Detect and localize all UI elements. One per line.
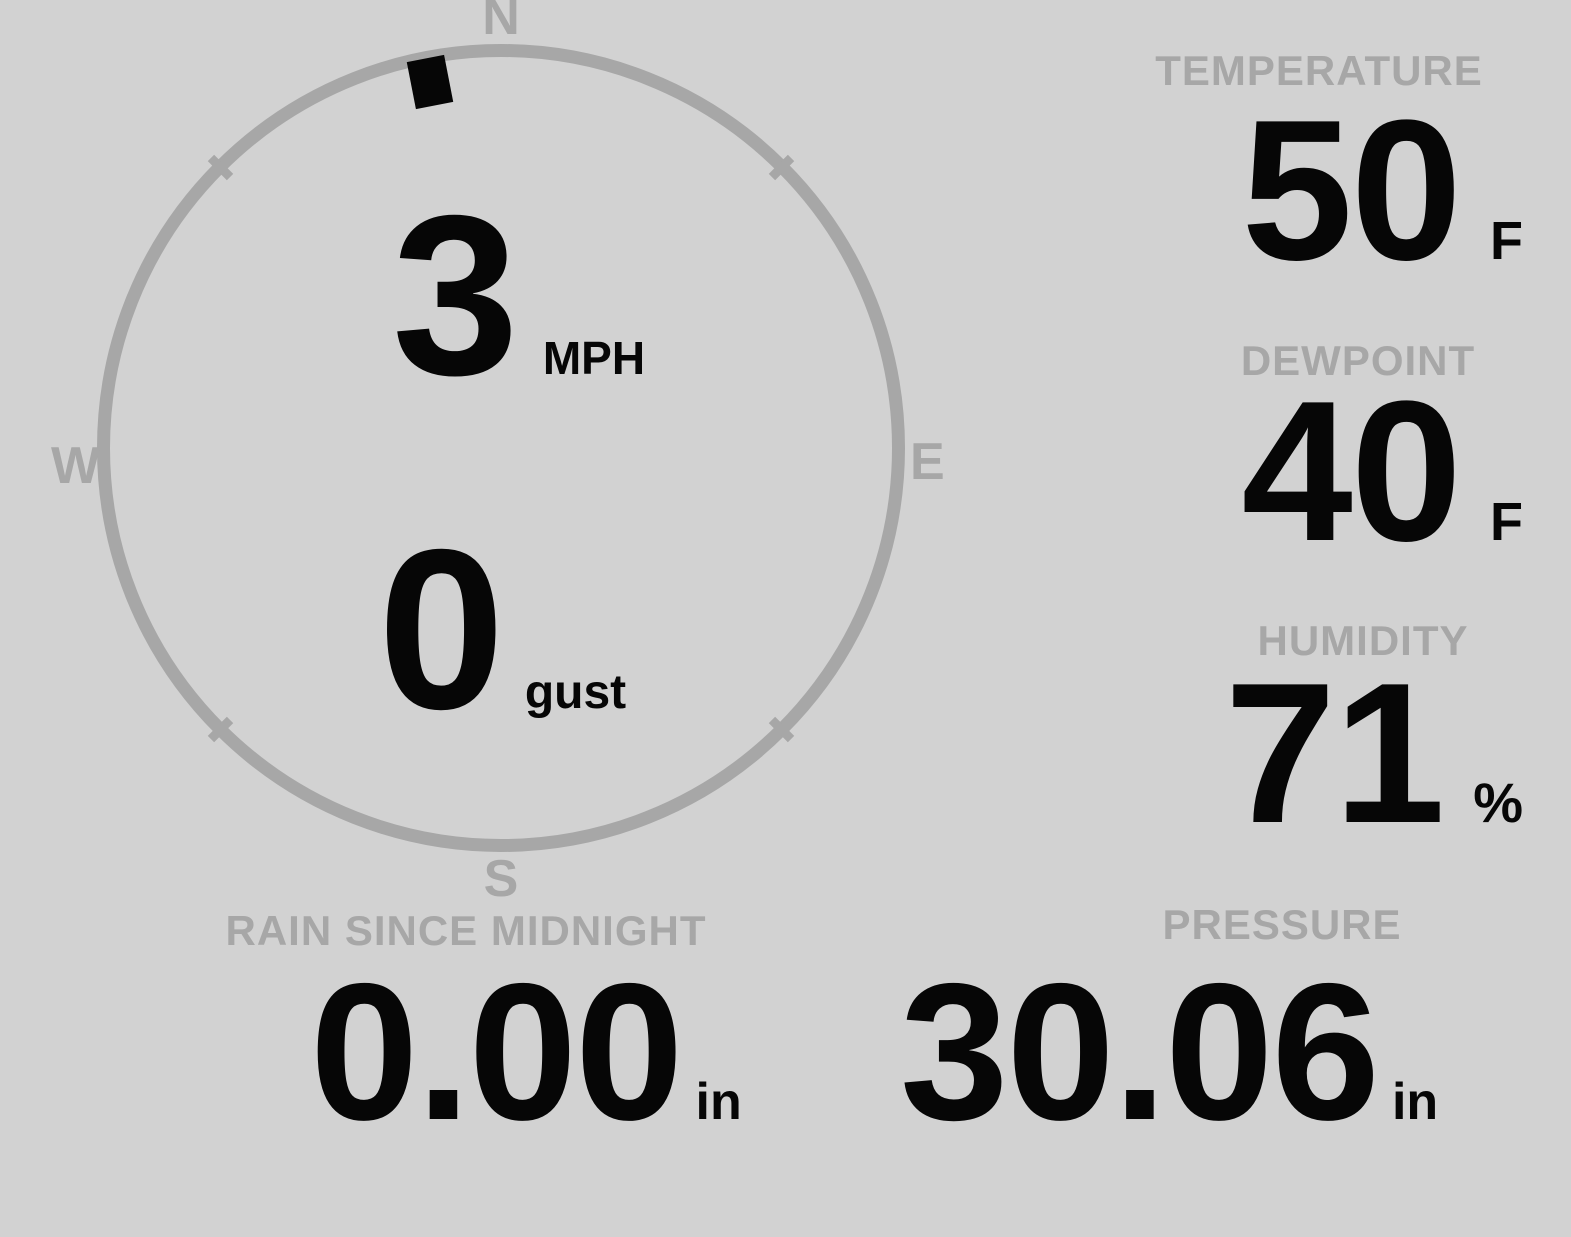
- compass-tick-se-icon: [768, 716, 795, 743]
- temperature-value: 50: [1241, 79, 1462, 302]
- temperature-unit: F: [1490, 211, 1523, 271]
- humidity-value: 71: [1224, 642, 1445, 865]
- compass-label-east: E: [910, 433, 945, 491]
- pressure-unit: in: [1391, 1073, 1439, 1131]
- dewpoint-reading: 40 F: [1242, 372, 1523, 572]
- pressure-label: PRESSURE: [1162, 901, 1402, 948]
- temperature-label: TEMPERATURE: [1155, 47, 1483, 94]
- humidity-label: HUMIDITY: [1257, 617, 1469, 664]
- compass-tick-ne-icon: [768, 154, 795, 181]
- temperature-reading: 50 F: [1242, 91, 1523, 291]
- compass-label-south: S: [483, 850, 519, 908]
- wind-speed: 3 MPH: [392, 182, 645, 410]
- compass-tick-nw-icon: [207, 154, 234, 181]
- humidity-unit: %: [1473, 771, 1523, 834]
- dewpoint-label: DEWPOINT: [1240, 337, 1476, 384]
- compass-tick-sw-icon: [207, 716, 234, 743]
- wind-speed-unit: MPH: [542, 332, 646, 384]
- wind-speed-value: 3: [392, 169, 519, 423]
- rain-unit: in: [695, 1073, 742, 1131]
- wind-gust-value: 0: [378, 503, 505, 757]
- rain-reading: 0.00 in: [310, 955, 742, 1150]
- pressure-value: 30.06: [900, 943, 1380, 1161]
- wind-gust-unit: gust: [524, 666, 627, 719]
- humidity-reading: 71 %: [1225, 654, 1523, 854]
- rain-value: 0.00: [310, 943, 684, 1161]
- pressure-reading: 30.06 in: [900, 955, 1438, 1150]
- dewpoint-unit: F: [1490, 492, 1523, 552]
- rain-label: RAIN SINCE MIDNIGHT: [225, 907, 707, 954]
- dewpoint-value: 40: [1241, 360, 1462, 583]
- compass-label-north: N: [482, 0, 520, 46]
- wind-direction-marker: [406, 54, 454, 110]
- wind-gust: 0 gust: [378, 516, 626, 744]
- compass-label-west: W: [51, 437, 101, 495]
